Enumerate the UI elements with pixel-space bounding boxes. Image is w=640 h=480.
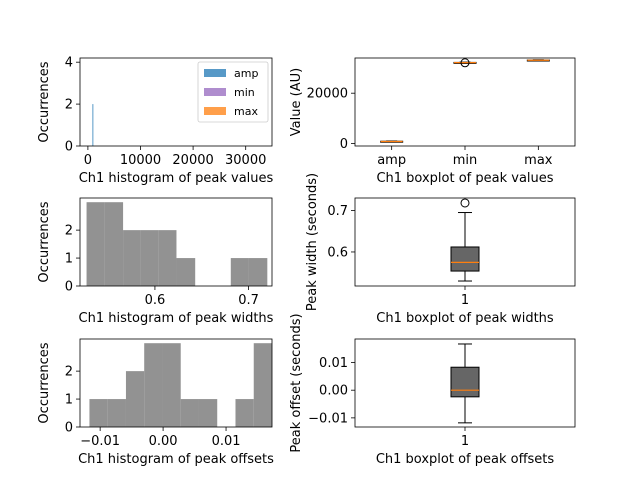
chart-hist-peak-widths: 0.6 0.7 0 1 2 Ch1 histogram of peak widths Occ…	[37, 197, 274, 326]
y-tick-label: −0.01	[308, 411, 348, 426]
y-axis-label: Occurrences	[37, 201, 52, 282]
y-tick-label: 0.00	[319, 384, 348, 399]
x-tick-label: 20000	[172, 153, 213, 168]
x-tick-label: −0.01	[80, 434, 120, 449]
x-tick-label: 0	[84, 153, 92, 168]
legend-swatch-amp	[204, 69, 226, 77]
hist-bar-0	[89, 399, 108, 427]
y-axis-label: Occurrences	[37, 342, 52, 423]
hist-bar-6	[198, 399, 218, 427]
hist-bar-2	[123, 230, 141, 286]
bar-amp-0	[92, 104, 94, 146]
x-axis-label: Ch1 boxplot of peak values	[376, 171, 553, 186]
hist-bar-9	[253, 343, 272, 427]
y-tick-label: 4	[65, 56, 73, 71]
y-tick-label: 2	[65, 98, 73, 113]
legend-label-max: max	[234, 105, 258, 118]
x-tick-label: 0.7	[238, 293, 259, 308]
chart-box-peak-values: amp min max 0 20000 Ch1 boxplot of peak value…	[289, 57, 576, 186]
box-1	[450, 366, 480, 398]
chart-hist-peak-offsets: −0.01 0.00 0.01 0 1 2 Ch1 histogram of peak of…	[37, 338, 274, 467]
y-tick-label: 1	[65, 252, 73, 267]
flier-0	[460, 58, 470, 68]
hist-bar-3	[144, 343, 163, 427]
y-tick-label: 1	[65, 393, 73, 408]
legend-label-min: min	[234, 86, 255, 99]
legend-label-amp: amp	[234, 67, 258, 80]
y-axis-label: Peak width (seconds)	[305, 173, 320, 311]
chart-hist-peak-values: 0 10000 20000 30000 0 2 4 Ch1 histogram of peak…	[37, 56, 274, 186]
hist-bar-4	[162, 343, 181, 427]
y-axis-label: Occurrences	[37, 61, 52, 142]
y-tick-label: 0	[65, 280, 73, 295]
hist-bar-5	[176, 258, 196, 286]
x-axis-label: Ch1 histogram of peak offsets	[78, 452, 274, 467]
x-tick-label: 1	[461, 434, 469, 449]
x-tick-label: 0.6	[145, 293, 166, 308]
y-tick-label: 2	[65, 365, 73, 380]
x-axis-label: Ch1 histogram of peak values	[79, 171, 274, 186]
y-tick-label: 2	[65, 224, 73, 239]
axes-frame	[79, 338, 273, 428]
legend-swatch-min	[204, 88, 226, 96]
y-axis-label: Value (AU)	[289, 68, 304, 136]
y-tick-label: 0	[65, 421, 73, 436]
hist-bar-5	[180, 399, 199, 427]
axes-frame	[79, 57, 273, 147]
axes-frame	[79, 197, 273, 287]
y-tick-label: 0.6	[327, 245, 348, 260]
x-tick-label: 0.01	[212, 434, 241, 449]
x-axis-label: Ch1 histogram of peak widths	[79, 311, 274, 326]
legend: amp min max	[197, 61, 269, 123]
hist-bar-4	[158, 230, 177, 286]
legend-swatch-max	[204, 107, 226, 115]
y-tick-label: 0	[65, 140, 73, 155]
chart-box-peak-widths: 1 0.6 0.7 Ch1 boxplot of peak widths Peak wi…	[305, 173, 576, 326]
x-tick-label: min	[453, 153, 478, 168]
y-tick-label: 0.7	[327, 204, 348, 219]
y-axis-label: Peak offset (seconds)	[289, 313, 304, 452]
hist-bar-9	[248, 258, 268, 286]
x-tick-label: 30000	[225, 153, 266, 168]
hist-bar-3	[140, 230, 159, 286]
x-tick-label: 1	[461, 293, 469, 308]
x-tick-label: max	[524, 153, 553, 168]
x-tick-label: 0.00	[149, 434, 178, 449]
axes-frame	[354, 197, 576, 287]
x-axis-label: Ch1 boxplot of peak offsets	[376, 452, 555, 467]
y-tick-label: 0.01	[319, 356, 348, 371]
hist-bar-1	[104, 202, 124, 286]
hist-bar-2	[125, 371, 145, 427]
flier-0	[460, 198, 470, 208]
x-tick-label: 10000	[120, 153, 161, 168]
y-tick-label: 20000	[307, 87, 348, 102]
hist-bar-8	[235, 399, 254, 427]
box-1	[450, 246, 480, 272]
hist-bar-0	[86, 202, 105, 286]
x-tick-label: amp	[377, 153, 406, 168]
hist-bar-8	[230, 258, 249, 286]
axes-frame	[354, 338, 576, 428]
y-tick-label: 0	[340, 137, 348, 152]
x-axis-label: Ch1 boxplot of peak widths	[376, 311, 554, 326]
chart-box-peak-offsets: 1 −0.01 0.00 0.01 Ch1 boxplot of peak offset…	[289, 313, 576, 467]
hist-bar-1	[107, 399, 126, 427]
axes-frame	[354, 57, 576, 147]
